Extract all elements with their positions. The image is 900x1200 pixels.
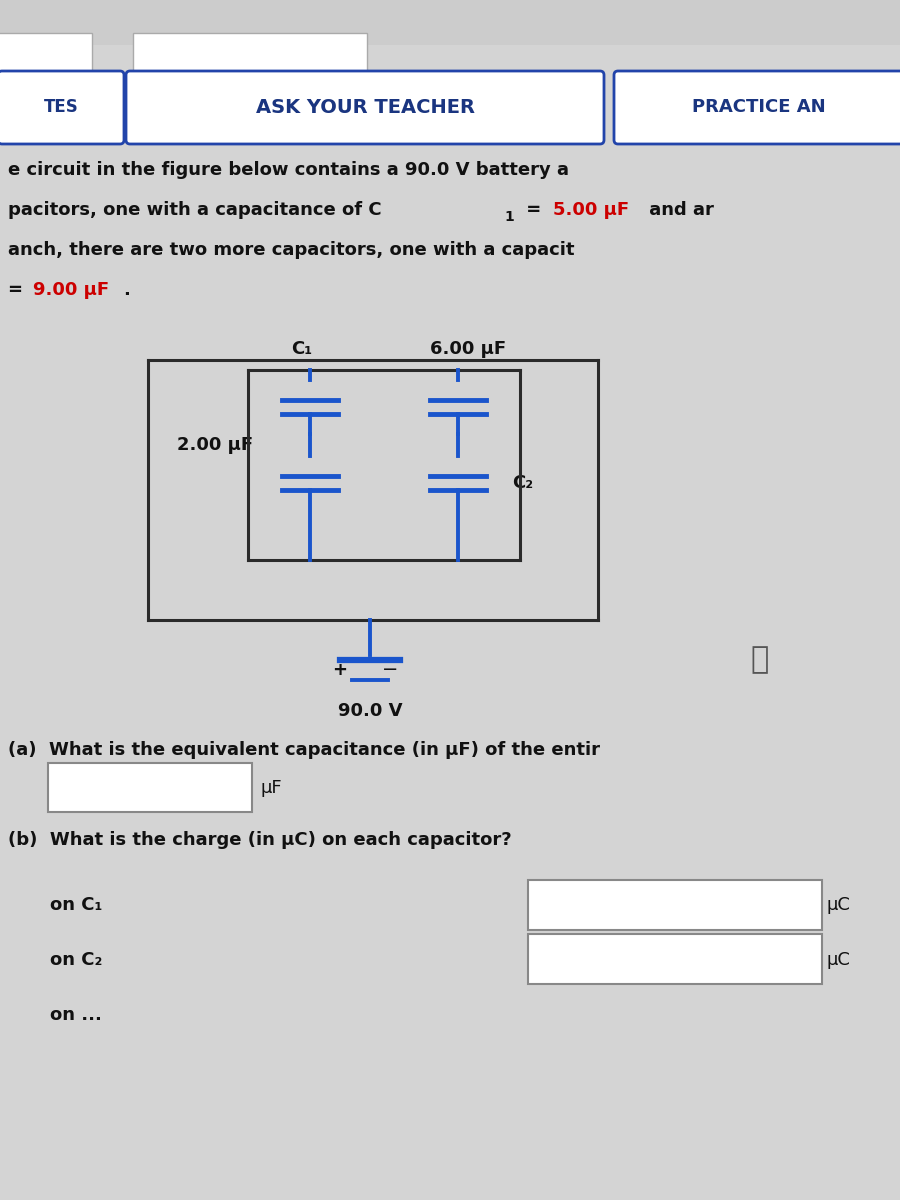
Text: C₂: C₂ [512, 474, 534, 492]
Text: μC: μC [826, 950, 850, 970]
Text: .: . [123, 281, 130, 299]
FancyBboxPatch shape [528, 934, 822, 984]
Text: +: + [332, 661, 347, 679]
Text: anch, there are two more capacitors, one with a capacit: anch, there are two more capacitors, one… [8, 241, 574, 259]
Text: on ...: on ... [50, 1006, 102, 1024]
Text: on C₁: on C₁ [50, 896, 103, 914]
Text: 9.00 μF: 9.00 μF [33, 281, 109, 299]
Text: μF: μF [260, 779, 282, 797]
Text: (b)  What is the charge (in μC) on each capacitor?: (b) What is the charge (in μC) on each c… [8, 830, 511, 850]
Text: 1: 1 [504, 210, 514, 224]
Text: PRACTICE AN: PRACTICE AN [692, 98, 826, 116]
Text: 6.00 μF: 6.00 μF [430, 340, 506, 358]
Text: 90.0 V: 90.0 V [338, 702, 402, 720]
Text: (a)  What is the equivalent capacitance (in μF) of the entir: (a) What is the equivalent capacitance (… [8, 740, 600, 758]
Text: 5.00 μF: 5.00 μF [553, 200, 629, 218]
Text: e circuit in the figure below contains a 90.0 V battery a: e circuit in the figure below contains a… [8, 161, 569, 179]
Text: −: − [382, 660, 399, 679]
Text: TES: TES [43, 98, 78, 116]
FancyBboxPatch shape [528, 880, 822, 930]
FancyBboxPatch shape [133, 32, 367, 72]
FancyBboxPatch shape [614, 71, 900, 144]
Text: =: = [520, 200, 547, 218]
Text: and ar: and ar [643, 200, 714, 218]
Text: ASK YOUR TEACHER: ASK YOUR TEACHER [256, 98, 474, 116]
FancyBboxPatch shape [48, 763, 252, 812]
FancyBboxPatch shape [0, 0, 900, 44]
FancyBboxPatch shape [0, 32, 92, 72]
Text: μC: μC [826, 896, 850, 914]
FancyBboxPatch shape [0, 71, 124, 144]
FancyBboxPatch shape [126, 71, 604, 144]
Text: =: = [8, 281, 29, 299]
Text: pacitors, one with a capacitance of C: pacitors, one with a capacitance of C [8, 200, 382, 218]
Text: 2.00 μF: 2.00 μF [177, 436, 253, 454]
Text: C₁: C₁ [292, 340, 312, 358]
Text: on C₂: on C₂ [50, 950, 103, 970]
Text: ⓘ: ⓘ [751, 646, 770, 674]
